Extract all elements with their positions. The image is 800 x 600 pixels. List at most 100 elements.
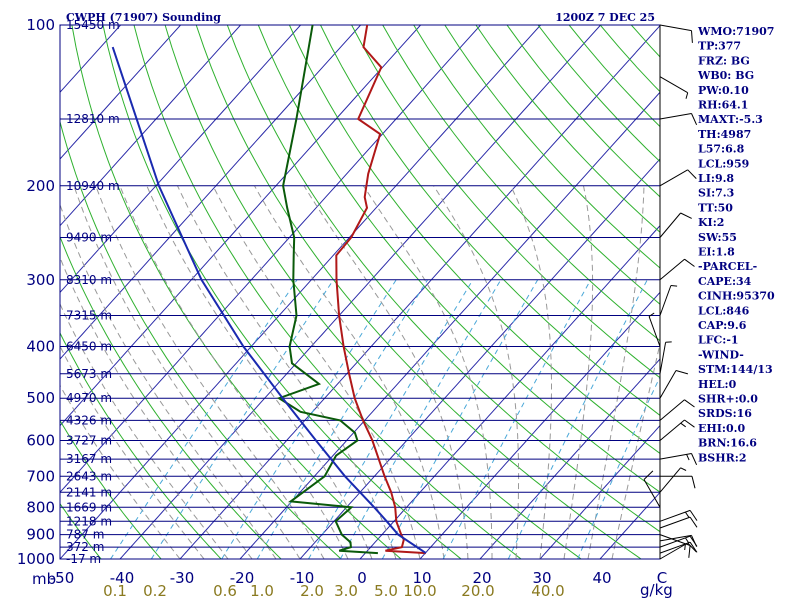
wind-barb	[659, 76, 689, 99]
index-value: TT:50	[698, 201, 733, 214]
wind-barb	[659, 212, 692, 238]
moist-adiabat	[362, 185, 493, 559]
isotherm-line	[239, 91, 660, 559]
wind-barb	[659, 419, 695, 441]
height-label: 3727 m	[66, 434, 112, 448]
mixing-ratio-line	[308, 279, 474, 559]
pressure-tick-label: 900	[26, 526, 55, 544]
temperature-tick-label: -20	[230, 569, 255, 587]
wind-barb	[659, 370, 689, 399]
index-value: LFC:-1	[698, 334, 739, 347]
mixing-ratio-line	[110, 279, 298, 559]
index-value: WB0: BG	[697, 69, 754, 82]
index-value: LCL:959	[698, 157, 749, 170]
isotherm-line	[119, 25, 601, 559]
moist-adiabat	[60, 256, 253, 559]
mixing-ratio-label: 0.1	[103, 582, 127, 600]
height-label: 372 m	[66, 540, 104, 554]
mixing-ratio-line	[339, 279, 502, 559]
wind-barb	[659, 534, 691, 558]
wind-barb	[659, 341, 672, 374]
mixing-ratio-label: 1.0	[250, 582, 274, 600]
mixing-ratio-label: 20.0	[461, 582, 494, 600]
height-label: 15450 m	[66, 18, 120, 32]
mixing-ratio-line	[256, 279, 429, 559]
dry-adiabat	[257, 25, 660, 493]
moist-adiabat	[60, 203, 277, 559]
height-label: 7315 m	[66, 309, 112, 323]
wind-barb	[659, 516, 698, 529]
height-label: 787 m	[66, 528, 104, 542]
pressure-tick-label: 1000	[17, 550, 55, 568]
moist-adiabat	[60, 384, 181, 559]
temperature-tick-label: C	[657, 569, 667, 587]
height-label: 5673 m	[66, 367, 112, 381]
height-label: -17 m	[66, 552, 101, 566]
parcel-trace	[111, 46, 427, 554]
height-label: 8310 m	[66, 273, 112, 287]
index-value: L57:6.8	[698, 143, 745, 156]
pressure-tick-label: 100	[26, 16, 55, 34]
wind-barb	[643, 470, 661, 508]
height-label: 1669 m	[66, 500, 112, 514]
index-value: BSHR:2	[698, 451, 747, 464]
temperature-tick-label: -40	[110, 569, 135, 587]
index-value: MAXT:-5.3	[698, 113, 763, 126]
mixing-ratio-label: 0.6	[213, 582, 237, 600]
mixing-ratio-label: 3.0	[334, 582, 358, 600]
pressure-tick-label: 800	[26, 498, 55, 516]
pressure-tick-label: 400	[26, 338, 55, 356]
moist-adiabat	[587, 185, 645, 559]
index-value: EHI:0.0	[698, 422, 745, 435]
station-title: CWPH (71907) Sounding	[66, 11, 221, 24]
moist-adiabat	[212, 185, 421, 559]
temperature-tick-label: -10	[290, 569, 315, 587]
dry-adiabat	[195, 25, 642, 559]
dry-adiabat	[102, 25, 462, 559]
moist-adiabat	[510, 185, 552, 559]
pressure-tick-label: 300	[26, 271, 55, 289]
temperature-tick-label: 10	[412, 569, 431, 587]
index-value: CAP:9.6	[698, 319, 747, 332]
index-value: FRZ: BG	[698, 54, 750, 67]
moist-adiabat	[433, 185, 520, 559]
wind-barb	[659, 467, 687, 493]
temperature-tick-label: 40	[592, 569, 611, 587]
temperature-tick-label: 20	[472, 569, 491, 587]
dewpoint-trace	[276, 25, 378, 555]
index-value: CINH:95370	[698, 290, 775, 303]
index-value: TH:4987	[698, 128, 751, 141]
wind-barb	[648, 312, 661, 347]
moist-adiabat	[177, 185, 397, 559]
index-value: LCL:846	[698, 304, 750, 317]
moist-adiabat	[146, 185, 373, 559]
pressure-tick-label: 500	[26, 389, 55, 407]
moist-adiabat	[303, 185, 469, 559]
height-label: 2643 m	[66, 469, 112, 483]
wind-barb	[659, 509, 698, 522]
height-label: 4970 m	[66, 391, 112, 405]
wind-barb	[659, 169, 697, 187]
sounding-traces	[111, 25, 427, 555]
height-label: 4326 m	[66, 413, 112, 427]
temperature-tick-label: 30	[532, 569, 551, 587]
wind-barb	[659, 24, 693, 43]
index-value: WMO:71907	[697, 25, 774, 38]
wind-barb	[659, 542, 697, 560]
temperature-tick-label: -50	[50, 569, 75, 587]
index-value: -WIND-	[698, 348, 744, 361]
pressure-unit: mb	[32, 570, 56, 588]
mixing-ratio-label: 10.0	[403, 582, 436, 600]
mixing-ratio-unit: g/kg	[640, 581, 673, 599]
index-value: HEL:0	[698, 378, 737, 391]
index-value: KI:2	[698, 216, 724, 229]
index-value: -PARCEL-	[698, 260, 757, 273]
mixing-ratio-line	[442, 279, 592, 559]
isobars	[59, 24, 661, 560]
temperature-tick-label: -30	[170, 569, 195, 587]
height-label: 6450 m	[66, 340, 112, 354]
index-value: LI:9.8	[698, 172, 734, 185]
height-label: 3167 m	[66, 452, 112, 466]
